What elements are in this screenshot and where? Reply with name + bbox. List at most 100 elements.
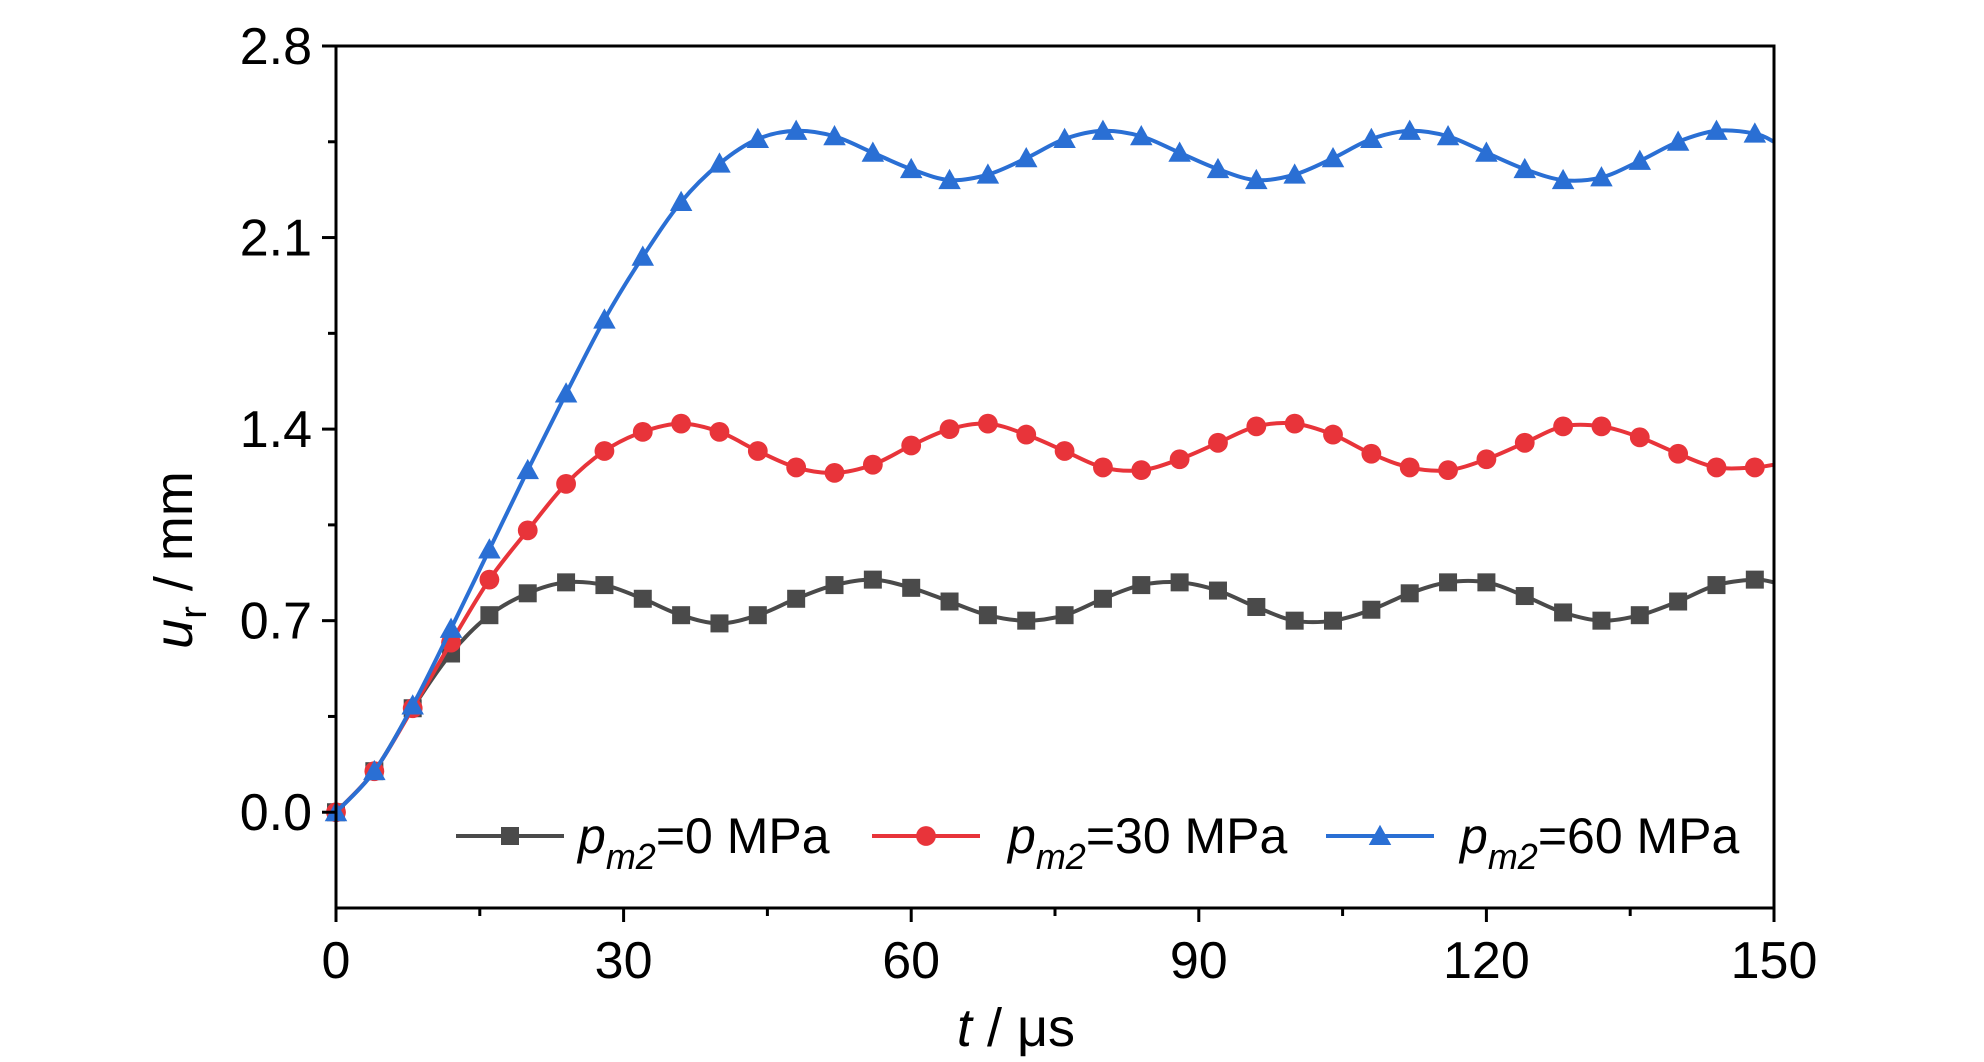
square-marker: [1208, 581, 1227, 600]
triangle-marker: [401, 694, 424, 715]
triangle-marker: [1091, 119, 1115, 140]
square-marker: [1132, 576, 1151, 595]
circle-marker: [632, 421, 653, 442]
triangle-marker: [1436, 125, 1460, 146]
tick-layer: 0 30 60 90 120 150 0.0 0.7 1.4 2.1 2.8: [240, 18, 1818, 990]
triangle-marker: [1705, 119, 1728, 140]
y-tick-label: 0.0: [240, 784, 312, 842]
circle-marker: [556, 473, 576, 494]
square-marker: [1362, 600, 1381, 619]
x-tick-label: 90: [1170, 932, 1228, 990]
triangle-marker: [938, 168, 961, 190]
circle-marker: [1093, 457, 1113, 478]
legend-var: p: [1006, 808, 1036, 864]
circle-marker: [1399, 457, 1420, 478]
circle-marker: [1438, 460, 1458, 481]
y-axis-label: ur / mm: [144, 471, 215, 649]
legend-var: p: [576, 808, 606, 864]
triangle-marker: [1168, 141, 1191, 162]
square-marker: [518, 584, 537, 603]
square-marker: [1515, 587, 1534, 606]
triangle-marker: [1014, 146, 1038, 168]
triangle-marker: [899, 157, 923, 179]
square-marker: [633, 589, 652, 608]
circle-marker: [1514, 432, 1535, 453]
square-marker: [1170, 573, 1189, 592]
square-marker: [1554, 603, 1573, 622]
legend-item: pm2=60 MPa: [1326, 808, 1740, 877]
triangle-marker: [631, 245, 655, 266]
square-marker: [863, 570, 882, 589]
circle-marker: [479, 569, 500, 590]
circle-marker: [517, 520, 538, 541]
triangle-marker: [1206, 157, 1230, 179]
series-line: [334, 128, 1775, 814]
y-axis-unit: / mm: [144, 471, 204, 606]
circle-marker: [1706, 457, 1727, 478]
square-marker: [672, 606, 691, 625]
square-marker: [1324, 611, 1343, 630]
x-axis-var: t: [957, 998, 974, 1058]
x-tick-label: 30: [595, 932, 653, 990]
triangle-marker: [593, 308, 616, 329]
y-tick-label: 1.4: [240, 401, 312, 459]
triangle-marker: [1360, 127, 1383, 149]
square-marker: [1400, 584, 1419, 603]
circle-marker: [671, 413, 692, 434]
square-marker: [1439, 573, 1458, 592]
square-marker: [825, 576, 844, 595]
triangle-marker: [1398, 119, 1421, 140]
y-tick-label: 0.7: [240, 593, 312, 651]
legend-item: pm2=30 MPa: [872, 808, 1288, 877]
circle-marker: [709, 421, 730, 442]
triangle-marker: [1628, 149, 1652, 170]
x-tick-label: 0: [322, 932, 351, 990]
legend-sub: m2: [1036, 836, 1086, 877]
circle-marker: [1284, 413, 1305, 434]
square-marker: [557, 573, 576, 592]
square-marker: [710, 614, 729, 633]
legend-label: pm2=0 MPa: [576, 808, 830, 877]
square-marker: [1707, 576, 1726, 595]
circle-marker: [1668, 443, 1689, 464]
legend-rest: =60 MPa: [1538, 808, 1740, 864]
square-marker: [1669, 592, 1688, 611]
triangle-marker: [363, 759, 386, 781]
legend-rest: =30 MPa: [1086, 808, 1288, 864]
triangle-marker: [1666, 130, 1690, 151]
circle-marker: [1323, 424, 1343, 445]
triangle-marker: [861, 141, 885, 162]
triangle-marker: [1245, 168, 1268, 190]
circle-marker: [939, 419, 960, 440]
square-marker: [748, 606, 767, 625]
x-tick-label: 60: [882, 932, 940, 990]
triangle-marker: [439, 617, 463, 638]
triangle-marker: [478, 538, 501, 559]
square-marker: [978, 606, 997, 625]
square-marker: [1055, 606, 1074, 625]
plot-frame: [334, 44, 1776, 910]
legend-sub: m2: [1488, 836, 1538, 877]
triangle-marker: [669, 190, 693, 211]
triangle-marker: [708, 152, 731, 173]
circle-marker: [1016, 424, 1037, 445]
legend: pm2=0 MPa pm2=30 MPa pm2=60 MPa: [456, 808, 1740, 877]
x-tick-label: 120: [1443, 932, 1530, 990]
triangle-marker: [746, 127, 770, 149]
circle-marker: [916, 826, 936, 846]
circle-marker: [1246, 416, 1267, 437]
square-marker: [1285, 611, 1304, 630]
legend-sub: m2: [606, 836, 656, 877]
y-axis-var: u: [144, 619, 204, 649]
triangle-marker: [1513, 157, 1536, 179]
circle-marker: [594, 441, 615, 461]
circle-marker: [1054, 441, 1075, 461]
circle-marker: [1169, 449, 1190, 470]
triangle-marker: [1551, 168, 1575, 190]
x-axis-label: t / μs: [957, 998, 1075, 1058]
circle-marker: [747, 441, 768, 461]
circle-marker: [1591, 416, 1612, 437]
triangle-marker: [1321, 146, 1345, 168]
y-tick-label: 2.1: [240, 210, 312, 268]
square-marker: [1745, 570, 1764, 589]
